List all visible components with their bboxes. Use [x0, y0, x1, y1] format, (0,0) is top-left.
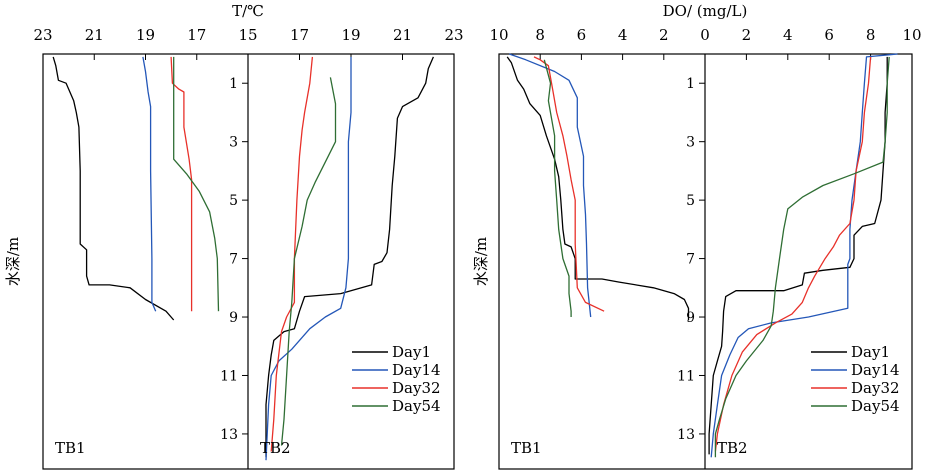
x-tick-label: 10	[489, 26, 508, 44]
y-axis-title: 水深/m	[472, 237, 490, 286]
x-tick-label: 6	[577, 26, 587, 44]
dissolved-oxygen-subplot-tb1: 10 8 6 4 2 0 TB1	[489, 26, 709, 457]
x-tick-label: 19	[341, 26, 360, 44]
legend-entry: Day14	[851, 361, 900, 379]
series-line-day54	[280, 77, 337, 446]
x-axis-title: DO/ (mg/L)	[663, 2, 748, 20]
series-line-day1	[708, 56, 888, 455]
legend-entry: Day54	[392, 397, 441, 415]
legend-entry: Day1	[392, 343, 431, 361]
y-tick-label: 7	[686, 252, 695, 268]
x-tick-label: 21	[393, 26, 412, 44]
x-tick-label: 15	[238, 26, 257, 44]
x-tick-label: 17	[187, 26, 206, 44]
x-tick-label: 8	[535, 26, 545, 44]
series-line-day1	[506, 56, 690, 320]
y-tick-label: 11	[220, 368, 238, 384]
series-line-day54	[714, 56, 890, 458]
series-line-day54	[173, 56, 220, 312]
series-line-day1	[52, 56, 175, 321]
legend-entry: Day32	[392, 379, 441, 397]
x-tick-label: 23	[444, 26, 463, 44]
subplot-label: TB1	[55, 439, 86, 457]
subplot-label: TB1	[511, 439, 542, 457]
series-line-day14	[265, 56, 352, 461]
y-tick-label: 13	[220, 427, 238, 443]
y-tick-label: 5	[229, 193, 238, 209]
y-axis-title: 水深/m	[4, 237, 22, 286]
y-tick-label: 3	[229, 135, 238, 151]
series-line-day32	[270, 56, 314, 452]
x-tick-label: 8	[866, 26, 876, 44]
subplot-label: TB2	[717, 439, 748, 457]
x-tick-label: 2	[659, 26, 669, 44]
x-tick-label: 10	[902, 26, 921, 44]
temperature-subplot-tb2: 17 19 21 23 TB2	[247, 26, 464, 461]
x-tick-label: 4	[783, 26, 793, 44]
series-line-day14	[142, 56, 157, 312]
y-tick-label: 5	[686, 193, 695, 209]
y-tick-label: 1	[229, 76, 238, 92]
x-tick-label: 23	[33, 26, 52, 44]
x-tick-label: 19	[136, 26, 155, 44]
x-axis-title: T/℃	[232, 2, 264, 20]
subplot-label: TB2	[260, 439, 291, 457]
y-tick-label: 11	[677, 368, 695, 384]
y-tick-label: 9	[686, 310, 695, 326]
x-tick-label: 21	[85, 26, 104, 44]
y-tick-label: 9	[229, 310, 238, 326]
series-line-day54	[543, 59, 572, 317]
y-tick-label: 13	[677, 427, 695, 443]
legend-entry: Day14	[392, 361, 441, 379]
series-line-day32	[714, 56, 872, 452]
series-line-day1	[265, 56, 434, 458]
y-tick-label: 3	[686, 135, 695, 151]
legend-entry: Day32	[851, 379, 900, 397]
series-line-day32	[533, 56, 605, 312]
legend-entry: Day54	[851, 397, 900, 415]
x-tick-label: 6	[824, 26, 834, 44]
x-tick-label: 4	[618, 26, 628, 44]
y-tick-label: 1	[686, 76, 695, 92]
dissolved-oxygen-subplot-tb2: 2 4 6 8 10 TB2	[704, 26, 922, 458]
legend-entry: Day1	[851, 343, 890, 361]
x-tick-label: 2	[742, 26, 752, 44]
series-line-day14	[509, 53, 592, 318]
x-tick-label: 17	[290, 26, 309, 44]
y-tick-label: 7	[229, 252, 238, 268]
series-line-day14	[710, 53, 898, 458]
x-tick-label: 0	[700, 26, 710, 44]
